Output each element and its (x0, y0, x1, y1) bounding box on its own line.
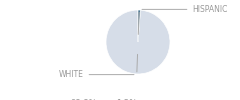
Wedge shape (106, 10, 170, 74)
Text: WHITE: WHITE (59, 70, 134, 79)
Legend: 98.8%, 1.2%: 98.8%, 1.2% (56, 96, 140, 100)
Wedge shape (138, 10, 140, 42)
Text: HISPANIC: HISPANIC (142, 5, 228, 14)
